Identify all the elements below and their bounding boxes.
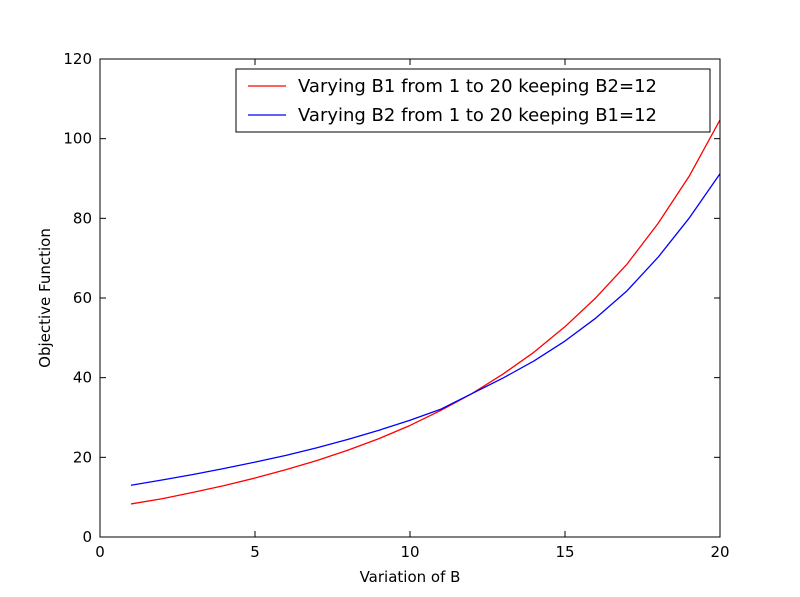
x-tick-label: 5: [250, 543, 260, 561]
x-axis-label: Variation of B: [360, 568, 461, 586]
x-tick-label: 20: [710, 543, 729, 561]
plot-frame: [99, 58, 721, 538]
legend-label-0: Varying B1 from 1 to 20 keeping B2=12: [298, 76, 657, 97]
y-tick-label: 80: [73, 209, 92, 227]
y-tick-label: 20: [73, 448, 92, 466]
legend-box: [235, 68, 711, 133]
x-tick-label: 0: [95, 543, 105, 561]
y-tick-label: 120: [63, 50, 92, 68]
y-tick-label: 100: [63, 130, 92, 148]
plot-area: [100, 59, 720, 537]
y-tick-label: 40: [73, 369, 92, 387]
tick-layer: 0 5 10 15 20 0 20 40 60 80 100 120: [63, 50, 729, 561]
series-line-0: [130, 119, 721, 505]
y-tick-label: 0: [82, 528, 92, 546]
series-layer: [130, 119, 721, 505]
legend-label-1: Varying B2 from 1 to 20 keeping B1=12: [298, 105, 657, 126]
legend: Varying B1 from 1 to 20 keeping B2=12 Va…: [235, 68, 711, 133]
x-tick-label: 15: [555, 543, 574, 561]
y-axis-label: Objective Function: [36, 228, 54, 368]
y-tick-label: 60: [73, 289, 92, 307]
series-line-1: [130, 173, 721, 486]
x-tick-label: 10: [400, 543, 419, 561]
